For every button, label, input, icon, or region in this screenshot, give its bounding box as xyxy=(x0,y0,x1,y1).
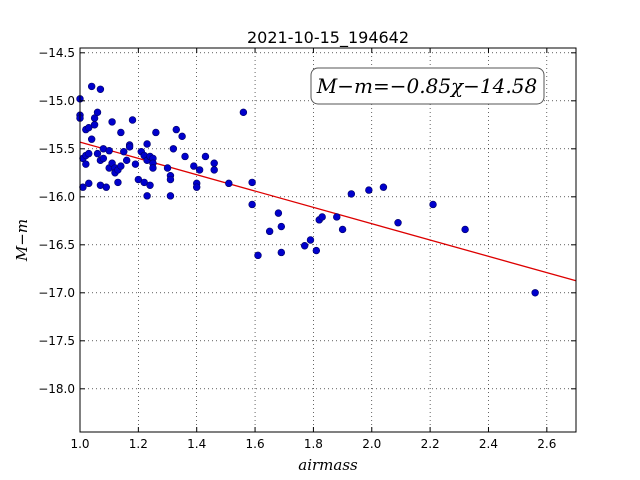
x-tick-label: 2.6 xyxy=(537,437,556,451)
data-point xyxy=(108,118,116,126)
x-tick-label: 1.8 xyxy=(304,437,323,451)
data-point xyxy=(105,147,113,155)
x-tick-label: 1.6 xyxy=(246,437,265,451)
x-tick-label: 1.4 xyxy=(187,437,206,451)
data-point xyxy=(338,225,347,234)
data-points xyxy=(76,82,539,297)
data-point xyxy=(90,121,99,129)
data-point xyxy=(117,162,125,170)
y-tick-label: −16.5 xyxy=(38,238,75,252)
x-tick-label: 2.4 xyxy=(479,437,498,451)
data-point xyxy=(178,132,186,141)
y-tick-label: −15.5 xyxy=(38,142,75,156)
data-point xyxy=(102,183,110,191)
data-point xyxy=(90,114,99,122)
x-tick-label: 1.0 xyxy=(70,437,89,451)
data-point xyxy=(394,219,402,227)
data-point xyxy=(248,200,256,209)
annotation-box xyxy=(310,67,545,105)
data-point xyxy=(365,186,373,194)
data-point xyxy=(265,227,274,236)
data-point xyxy=(122,156,131,165)
data-point xyxy=(333,213,341,221)
y-tick-label: −14.5 xyxy=(38,46,75,60)
fit-line xyxy=(79,141,577,282)
data-point xyxy=(195,166,204,174)
data-point xyxy=(146,181,154,189)
data-point xyxy=(82,160,90,168)
data-point xyxy=(277,222,286,231)
data-point xyxy=(96,85,105,93)
data-point xyxy=(172,125,180,134)
data-point xyxy=(169,145,178,153)
data-point xyxy=(117,128,125,137)
x-tick-label: 2.0 xyxy=(362,437,381,451)
data-point xyxy=(274,209,283,217)
data-point xyxy=(318,213,326,221)
data-point xyxy=(93,108,102,117)
x-tick-label: 2.2 xyxy=(421,437,440,451)
data-point xyxy=(99,154,108,163)
plot-area xyxy=(80,48,576,432)
data-point xyxy=(87,82,96,91)
data-point xyxy=(143,140,151,148)
data-point xyxy=(306,236,315,244)
data-point xyxy=(248,178,256,187)
data-point xyxy=(166,175,175,184)
chart-title: 2021-10-15_194642 xyxy=(247,28,409,48)
axis-ticks: 1.0 1.2 1.4 1.6 1.8 2.0 2.2 2.4 2.6 −14.5 −15.0 −15… xyxy=(38,46,576,451)
data-point xyxy=(429,200,437,209)
y-tick-label: −18.0 xyxy=(38,382,75,396)
y-tick-label: −17.5 xyxy=(38,334,75,348)
data-point xyxy=(531,289,539,297)
data-point xyxy=(79,183,87,191)
data-point xyxy=(149,164,157,172)
data-point xyxy=(461,225,469,234)
plot-frame xyxy=(79,47,577,433)
data-point xyxy=(225,179,233,188)
data-point xyxy=(85,123,93,132)
fit-annotation: M−m=−0.85χ−14.58 xyxy=(310,67,545,105)
data-point xyxy=(87,135,96,143)
data-point xyxy=(300,242,309,250)
fit-equation: M−m=−0.85χ−14.58 xyxy=(316,74,537,98)
data-point xyxy=(131,160,140,168)
data-point xyxy=(120,147,128,156)
data-point xyxy=(85,149,93,158)
data-point xyxy=(114,178,122,187)
data-point xyxy=(312,246,321,255)
data-point xyxy=(152,128,160,137)
data-point xyxy=(254,251,262,260)
data-point xyxy=(193,183,201,191)
data-point xyxy=(143,192,151,200)
data-point xyxy=(125,143,134,151)
data-point xyxy=(181,152,189,161)
data-point xyxy=(201,152,210,161)
data-point xyxy=(85,179,93,188)
data-point xyxy=(210,166,218,174)
data-point xyxy=(239,108,248,117)
y-tick-label: −17.0 xyxy=(38,286,75,300)
data-point xyxy=(210,159,218,167)
fit-line-group xyxy=(79,141,577,282)
x-axis-label: airmass xyxy=(298,456,358,474)
data-point xyxy=(163,164,172,172)
data-point xyxy=(134,175,143,184)
data-point xyxy=(379,183,388,191)
data-point xyxy=(347,190,356,198)
x-tick-label: 1.2 xyxy=(129,437,148,451)
data-point xyxy=(140,178,148,187)
data-point xyxy=(93,149,102,158)
data-point xyxy=(190,162,198,170)
y-tick-label: −16.0 xyxy=(38,190,75,204)
data-point xyxy=(128,116,137,124)
y-tick-label: −15.0 xyxy=(38,94,75,108)
data-point xyxy=(277,248,286,257)
y-axis-label: M−m xyxy=(13,219,31,262)
data-point xyxy=(166,192,175,200)
